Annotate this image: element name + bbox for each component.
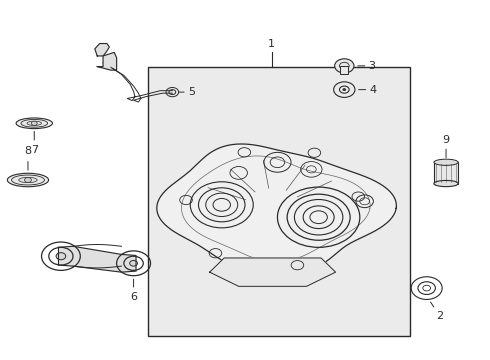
Circle shape xyxy=(335,59,354,73)
Text: 3: 3 xyxy=(368,61,375,71)
Text: 9: 9 xyxy=(442,135,450,145)
Ellipse shape xyxy=(21,120,48,127)
Ellipse shape xyxy=(434,180,458,186)
Ellipse shape xyxy=(27,121,42,125)
Ellipse shape xyxy=(11,175,45,185)
Ellipse shape xyxy=(16,118,52,129)
Bar xyxy=(341,66,348,74)
Polygon shape xyxy=(97,53,117,70)
Circle shape xyxy=(103,59,113,67)
Text: 1: 1 xyxy=(268,39,275,49)
Circle shape xyxy=(31,121,37,125)
Bar xyxy=(434,162,458,184)
Text: 4: 4 xyxy=(369,85,377,95)
Polygon shape xyxy=(157,144,396,272)
Circle shape xyxy=(343,89,346,91)
Circle shape xyxy=(130,260,138,266)
Circle shape xyxy=(56,253,66,260)
Ellipse shape xyxy=(434,159,458,165)
Polygon shape xyxy=(210,258,336,286)
Text: 7: 7 xyxy=(31,145,38,155)
Text: 6: 6 xyxy=(130,292,137,302)
Ellipse shape xyxy=(7,173,49,187)
Text: 5: 5 xyxy=(188,87,195,97)
Polygon shape xyxy=(95,44,109,56)
Text: 2: 2 xyxy=(437,311,443,321)
Ellipse shape xyxy=(19,177,37,183)
Bar xyxy=(148,67,410,336)
Circle shape xyxy=(24,177,31,183)
Polygon shape xyxy=(58,246,136,272)
Text: 8: 8 xyxy=(24,146,31,156)
